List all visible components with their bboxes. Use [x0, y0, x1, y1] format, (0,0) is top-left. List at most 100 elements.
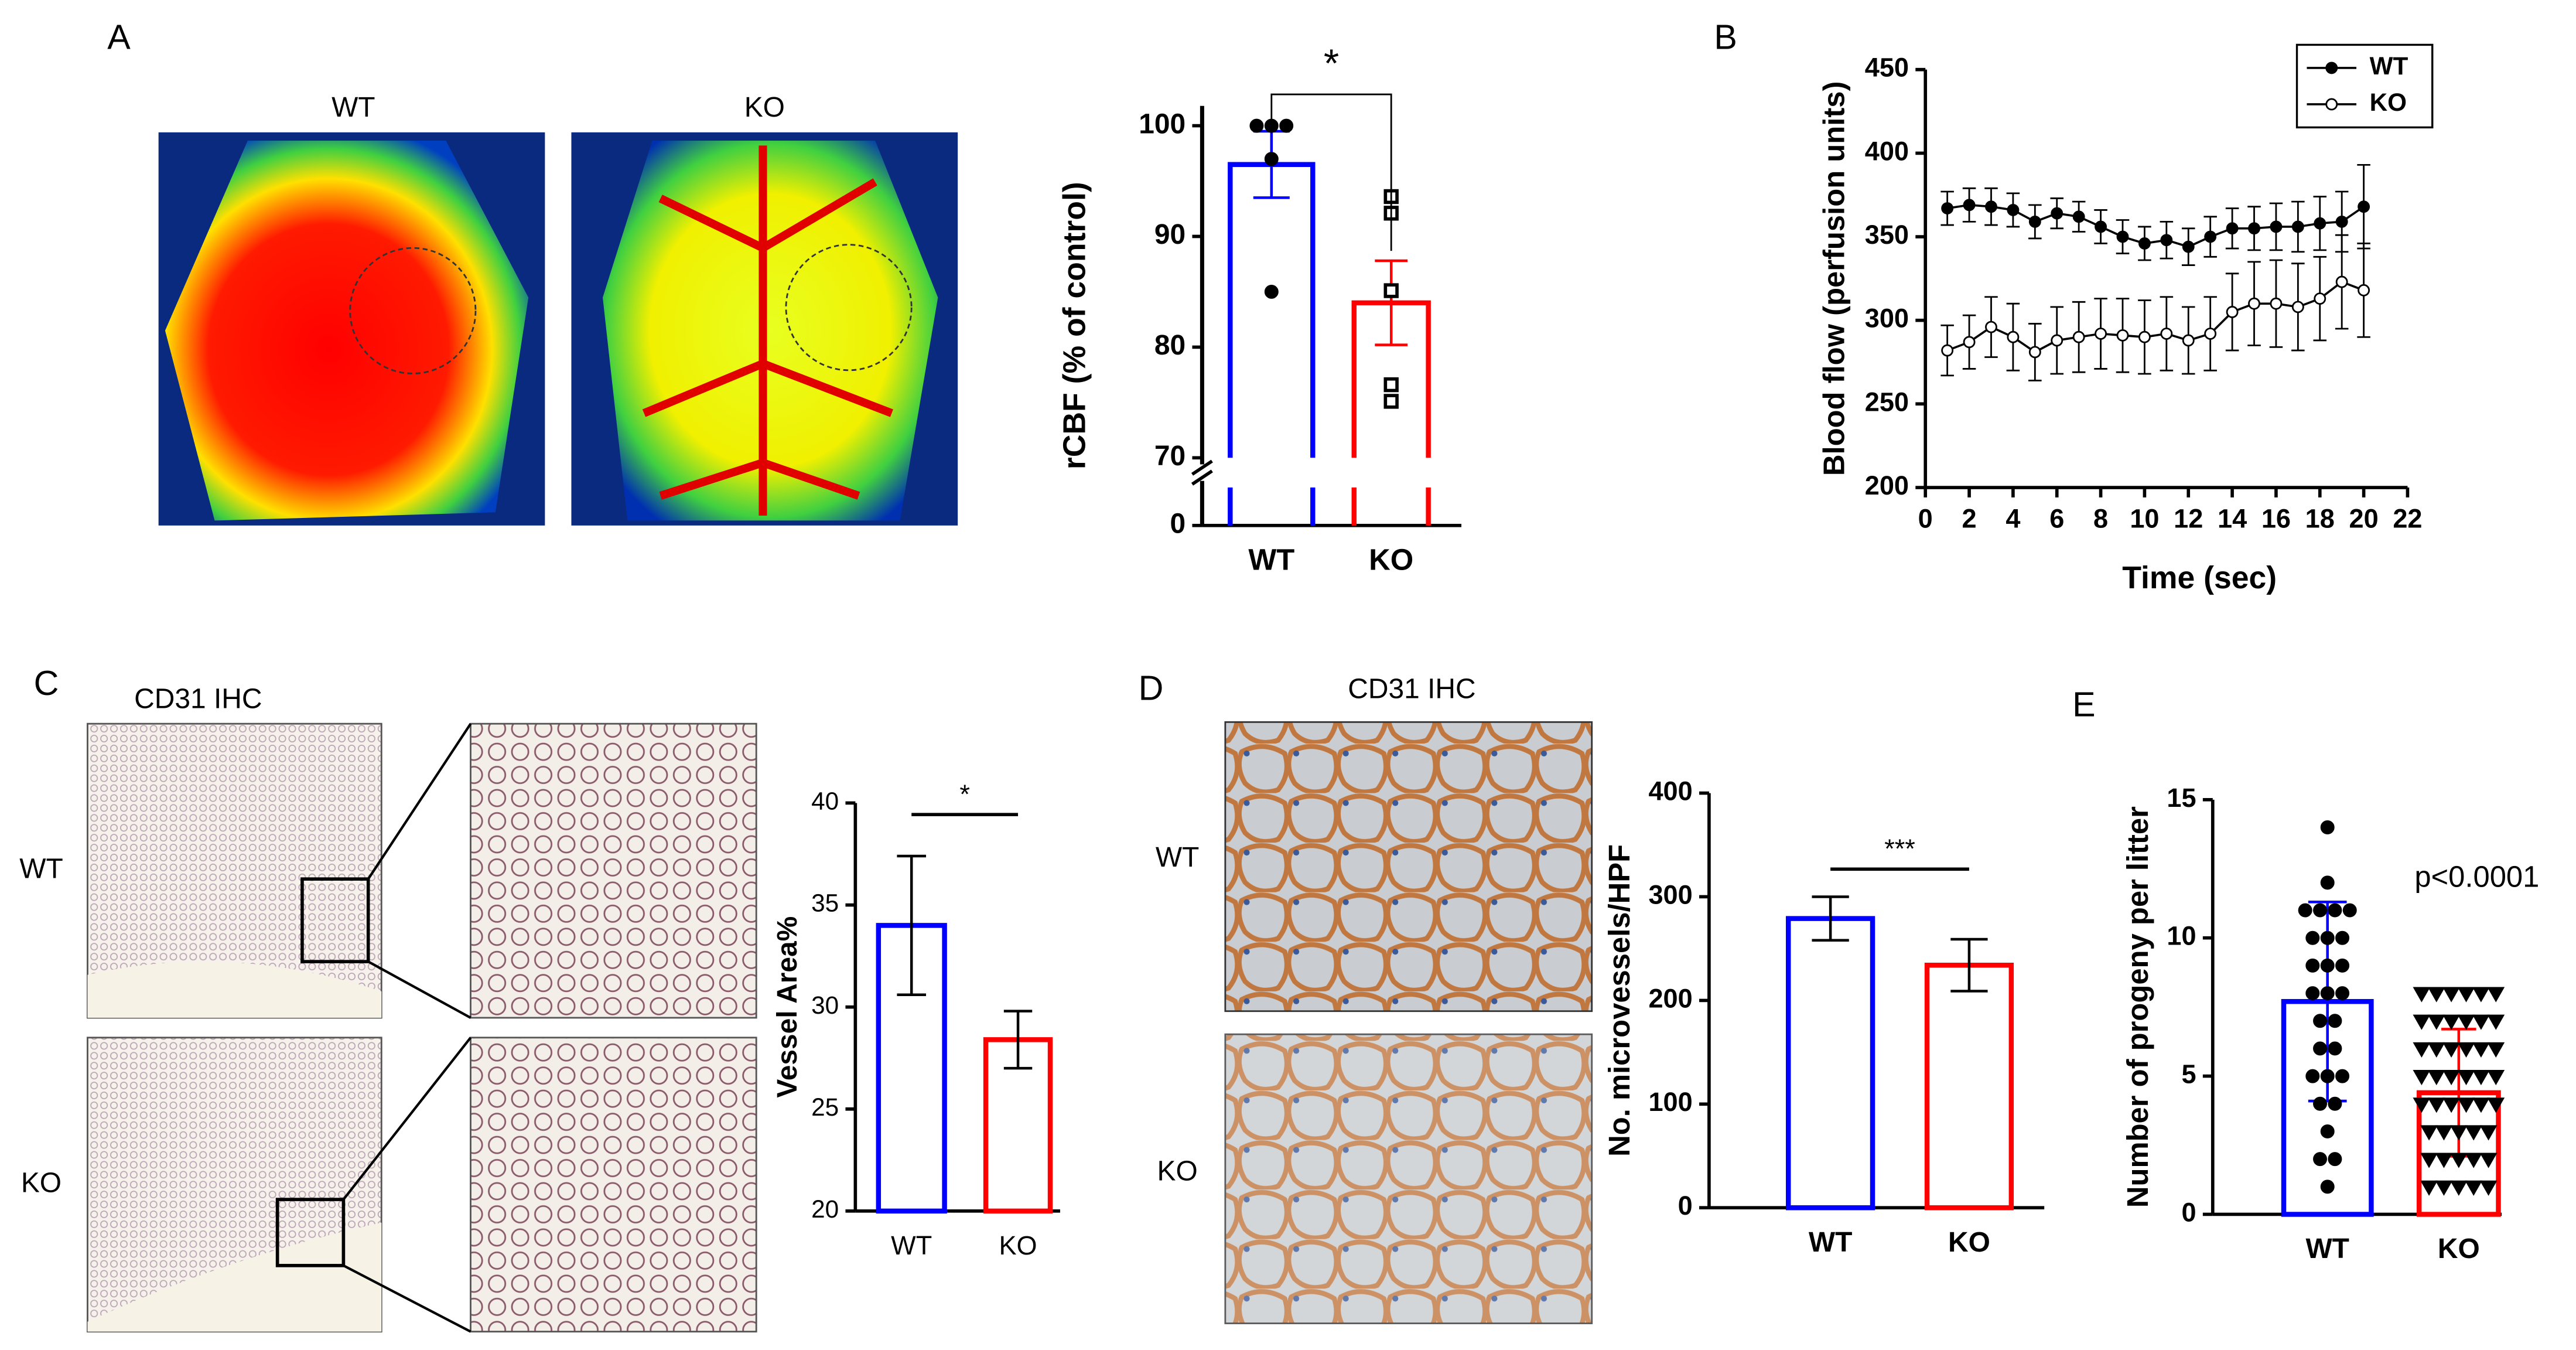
data-point [2335, 275, 2348, 288]
x-tick-label: KO [1369, 543, 1413, 576]
error-bar [897, 854, 927, 997]
x-tick-label: WT [891, 1230, 932, 1260]
data-point [2472, 1070, 2490, 1086]
y-tick-label: 250 [1865, 387, 1909, 417]
data-point [1941, 344, 1954, 357]
data-point [2095, 328, 2107, 340]
data-point [2465, 1180, 2483, 1196]
data-point [2072, 330, 2085, 343]
significance-bracket [1270, 93, 1392, 251]
panel-label: E [2072, 685, 2095, 724]
annotation: p<0.0001 [2414, 860, 2539, 894]
data-point [2182, 334, 2195, 347]
data-point [2427, 1070, 2445, 1086]
x-tick-label: 0 [1918, 503, 1933, 533]
zoom-lines [367, 723, 472, 1019]
error-bar [1003, 1010, 1033, 1070]
data-point [1985, 321, 1997, 333]
data-point [2435, 1153, 2453, 1168]
data-point [2335, 930, 2350, 945]
y-tick-label: 15 [2167, 783, 2196, 813]
data-point [2007, 330, 2020, 343]
data-point [2320, 875, 2335, 890]
data-point [2442, 1070, 2461, 1086]
x-tick-label: 14 [2218, 503, 2247, 533]
data-point [2182, 240, 2195, 253]
data-point [2487, 1042, 2505, 1058]
y-tick-label: 400 [1648, 776, 1692, 806]
x-tick-label: 2 [1962, 503, 1977, 533]
data-point [2291, 220, 2304, 233]
data-point [2116, 230, 2129, 243]
significance: *** [1884, 834, 1915, 864]
data-point [2487, 987, 2505, 1003]
ldi-images: WT KO [158, 92, 958, 526]
x-tick-label: 20 [2349, 503, 2379, 533]
x-tick-label: 22 [2393, 503, 2422, 533]
data-point [2028, 346, 2041, 359]
data-point [1264, 284, 1279, 299]
data-point [2313, 1096, 2328, 1111]
tissue-edge [87, 962, 382, 1018]
y-tick-label: 100 [1648, 1087, 1692, 1117]
data-point [2420, 1125, 2438, 1141]
zoom-lines [342, 1037, 472, 1333]
panel-label: C [34, 663, 59, 703]
data-point [2313, 903, 2328, 918]
data-point [2314, 292, 2326, 305]
data-point [2305, 986, 2320, 1001]
row-label: KO [1157, 1156, 1198, 1187]
y-tick-label: 0 [1170, 509, 1186, 540]
data-point [2226, 222, 2239, 235]
y-tick-label: 0 [2181, 1197, 2196, 1227]
data-point [2472, 987, 2490, 1003]
data-point [2457, 1097, 2475, 1113]
x-tick-label: WT [1809, 1227, 1852, 1258]
data-point [2420, 1180, 2438, 1196]
data-point [2270, 220, 2283, 233]
data-point [2420, 1153, 2438, 1168]
x-tick-label: 6 [2049, 503, 2064, 533]
data-point [2358, 284, 2370, 296]
bar [1228, 162, 1316, 526]
y-tick-label: 0 [1678, 1191, 1693, 1221]
y-tick-label: 70 [1154, 441, 1185, 472]
data-point [2427, 1014, 2445, 1030]
image-label: KO [744, 92, 785, 123]
data-point [2160, 234, 2173, 247]
data-point [2204, 230, 2217, 243]
y-tick-label: 35 [811, 889, 839, 917]
data-point [2427, 987, 2445, 1003]
data-point [2442, 1042, 2461, 1058]
y-tick-label: 30 [811, 991, 839, 1019]
data-point [2138, 237, 2151, 250]
data-point [2028, 215, 2041, 228]
data-point [2314, 217, 2326, 230]
data-point [2328, 1152, 2342, 1167]
data-point [2449, 1180, 2468, 1196]
y-tick-label: 200 [1648, 983, 1692, 1013]
error-bar [1950, 938, 1988, 993]
tissue-edge [87, 1222, 382, 1332]
data-point [2335, 986, 2350, 1001]
data-point [2442, 1014, 2461, 1030]
x-tick-label: WT [1248, 543, 1294, 576]
error-bar [1375, 259, 1408, 346]
data-point [2320, 1179, 2335, 1194]
bar [1924, 963, 2014, 1211]
data-point [2116, 329, 2129, 342]
x-tick-label: 12 [2174, 503, 2203, 533]
x-tick-label: 18 [2305, 503, 2335, 533]
row-label: WT [1156, 842, 1199, 873]
data-point [2413, 1014, 2431, 1030]
data-point [2072, 210, 2085, 223]
legend-marker [2325, 98, 2338, 111]
data-point [1249, 118, 1264, 133]
data-point [2320, 1069, 2335, 1083]
significance: * [959, 779, 970, 809]
data-point [2435, 1125, 2453, 1141]
data-point [2313, 1014, 2328, 1028]
data-point [2335, 958, 2350, 973]
